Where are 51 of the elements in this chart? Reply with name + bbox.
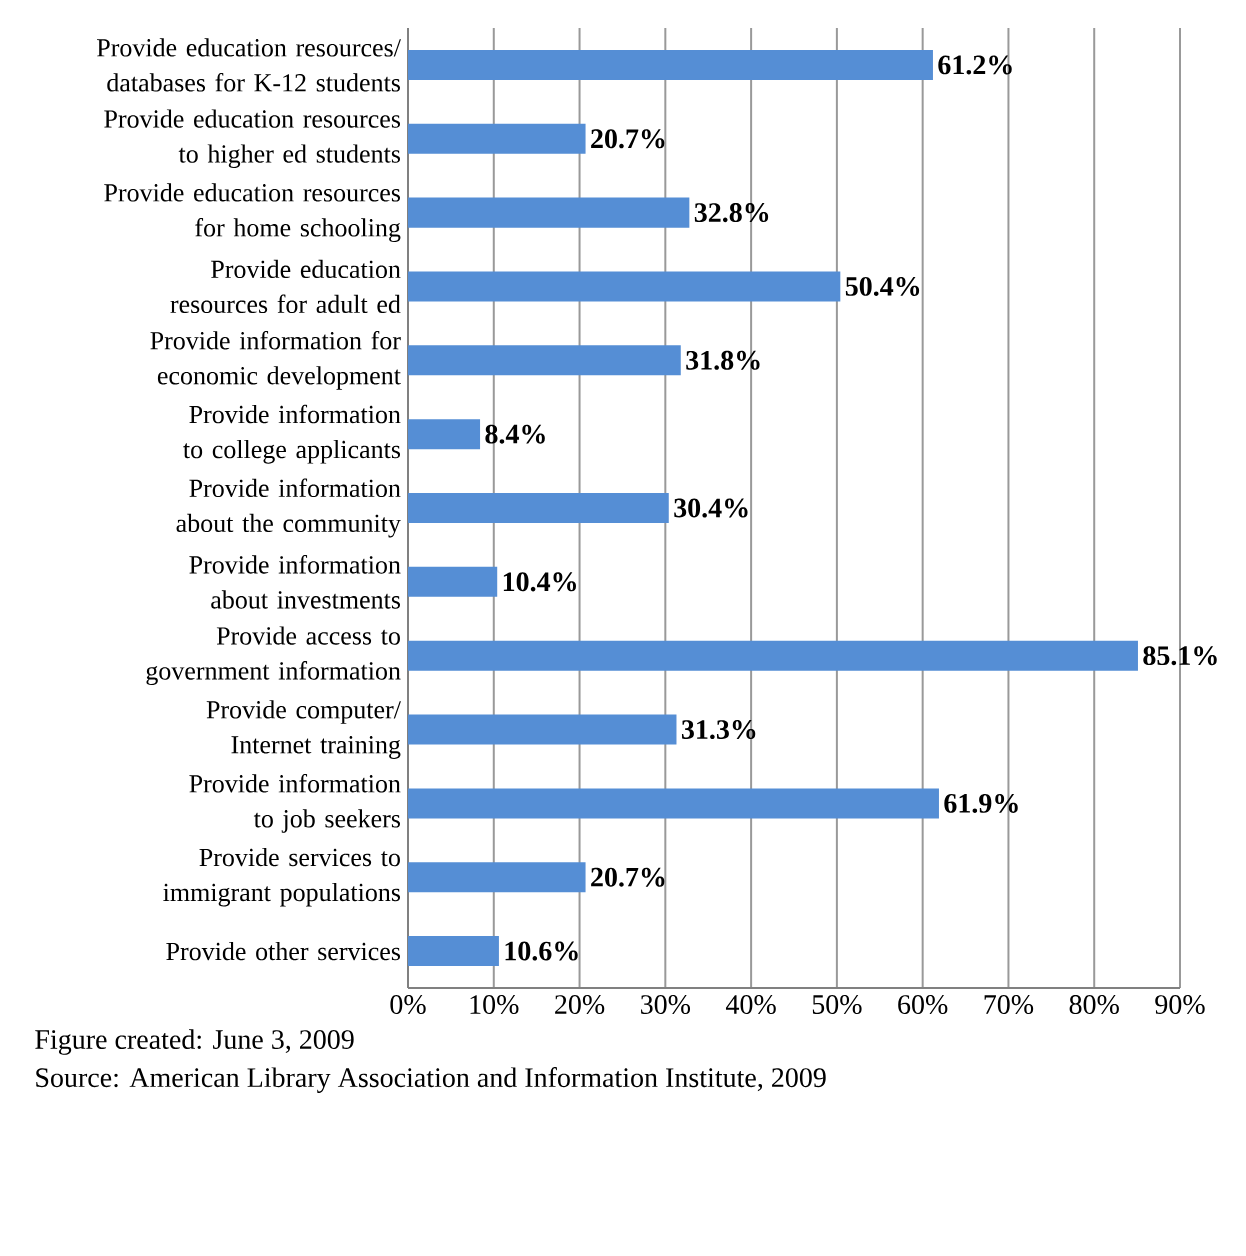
data-label: 10.4% [503, 572, 576, 592]
y-tick-label: Provide education resources for adult ed [170, 259, 401, 314]
y-tick-label: Provide information for economic development [150, 330, 401, 390]
data-label: 20.7% [591, 867, 665, 887]
bar [408, 936, 499, 967]
bar [408, 345, 681, 376]
bar [408, 419, 481, 450]
data-label: 61.9% [944, 793, 1018, 813]
x-tick-label: 80% [1069, 995, 1119, 1015]
data-label: 85.1% [1143, 646, 1217, 666]
data-label: 61.2% [938, 55, 1012, 75]
bar [408, 788, 939, 819]
bar [408, 640, 1138, 671]
x-tick-label: 90% [1155, 995, 1205, 1015]
data-label: 10.6% [505, 941, 578, 961]
y-tick-label: Provide education resources for home schooling [104, 183, 401, 242]
data-label: 8.4% [485, 424, 545, 444]
bar [408, 197, 690, 228]
y-tick-label: Provide education resources to higher ed students [104, 109, 401, 169]
bar [408, 862, 586, 893]
y-tick-label: Provide services to immigrant populations [163, 847, 401, 907]
y-tick-label: Provide information about investments [189, 555, 401, 609]
bar [408, 714, 677, 745]
data-label: 50.4% [845, 276, 920, 296]
data-label: 32.8% [694, 203, 769, 223]
bar [408, 271, 841, 302]
data-label: 30.4% [674, 498, 748, 518]
x-tick-label: 10% [470, 995, 519, 1015]
x-tick-label: 60% [898, 995, 948, 1015]
text: Figure created: June 3, 2009 [35, 1029, 354, 1055]
x-tick-label: 20% [555, 995, 605, 1015]
y-tick-label: Provide information to job seekers [189, 773, 401, 833]
x-tick-label: 70% [984, 995, 1034, 1015]
data-label: 20.7% [591, 129, 665, 149]
x-tick-label: 0% [390, 995, 426, 1015]
bar [408, 49, 933, 80]
x-tick-label: 40% [725, 995, 776, 1015]
data-label: 31.8% [686, 350, 760, 370]
bar [408, 566, 498, 597]
y-tick-label: Provide information about the community [176, 478, 401, 538]
y-tick-label: Provide information to college applicants [183, 404, 401, 464]
x-tick-label: 30% [641, 995, 691, 1015]
bar [408, 123, 586, 154]
data-label: 31.3% [681, 720, 756, 740]
y-tick-label: Provide access to government information [146, 626, 401, 686]
y-tick-label: Provide education resources/ databases for K-12 students [97, 38, 401, 92]
x-tick-label: 50% [812, 995, 862, 1015]
source-note: Source: American Library Association and Information Institute, 2009 [36, 1067, 826, 1093]
y-tick-label: Provide other services [166, 941, 401, 961]
y-tick-label: Provide computer/ Internet training [206, 700, 401, 759]
bar [408, 493, 669, 524]
